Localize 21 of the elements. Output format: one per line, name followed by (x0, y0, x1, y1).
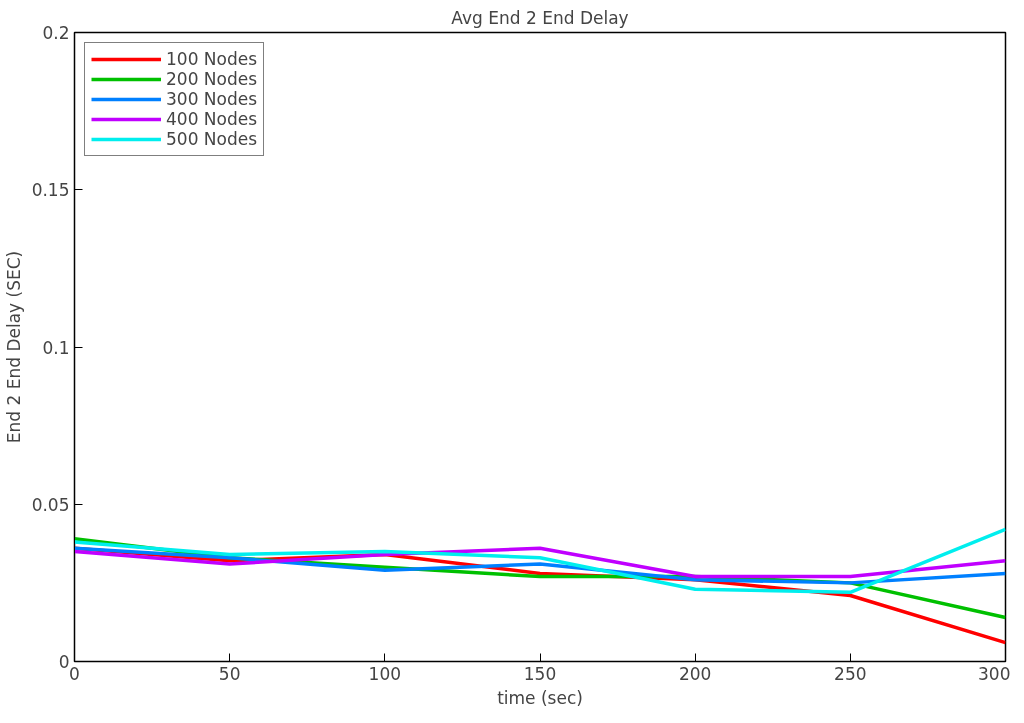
line-series (74, 527, 1006, 595)
y-axis-title: End 2 End Delay (SEC) (3, 250, 24, 444)
chart-title: Avg End 2 End Delay (451, 7, 629, 28)
x-axis-title: time (sec) (497, 687, 583, 708)
legend-label: 100 Nodes (166, 49, 258, 69)
x-tick-label: 300 (978, 663, 1011, 684)
y-tick-label: 0.15 (31, 180, 70, 201)
x-tick-label: 250 (834, 663, 867, 684)
y-tick-label: 0.2 (42, 23, 70, 43)
legend-label: 200 Nodes (166, 69, 258, 89)
x-tick-label: 100 (368, 663, 402, 684)
legend-label: 500 Nodes (166, 129, 258, 149)
x-tick-label: 50 (218, 663, 241, 684)
x-tick-label: 150 (523, 663, 557, 684)
legend-label: 300 Nodes (166, 89, 258, 109)
x-tick-label: 200 (678, 663, 712, 684)
y-tick-label: 0.05 (31, 494, 70, 515)
legend-label: 400 Nodes (166, 109, 258, 129)
line-series (74, 546, 1006, 585)
line-series (74, 546, 1006, 579)
y-tick-label: 0.1 (42, 337, 70, 358)
